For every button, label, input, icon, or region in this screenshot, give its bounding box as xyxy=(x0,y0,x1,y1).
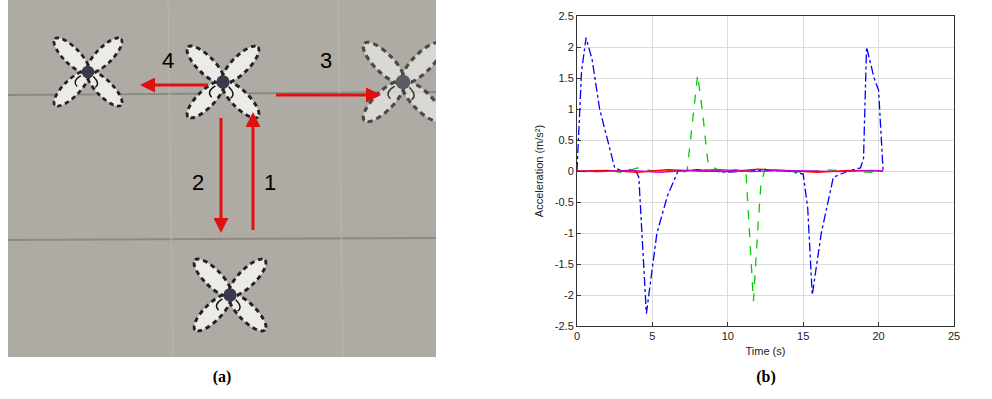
svg-text:1: 1 xyxy=(264,170,276,195)
svg-text:-0.5: -0.5 xyxy=(555,196,574,208)
svg-text:25: 25 xyxy=(948,330,960,342)
svg-text:2.5: 2.5 xyxy=(559,10,574,22)
svg-text:3: 3 xyxy=(320,48,332,73)
html-text:(a): (a) xyxy=(212,368,232,385)
svg-text:-1: -1 xyxy=(564,227,574,239)
html-text:(b): (b) xyxy=(756,368,776,385)
svg-text:10: 10 xyxy=(722,330,734,342)
svg-text:15: 15 xyxy=(797,330,809,342)
svg-text:2: 2 xyxy=(192,170,204,195)
svg-text:Acceleration (m/s²): Acceleration (m/s²) xyxy=(533,125,545,217)
svg-text:0.5: 0.5 xyxy=(559,134,574,146)
svg-text:-2: -2 xyxy=(564,289,574,301)
svg-text:0: 0 xyxy=(568,165,574,177)
svg-text:4: 4 xyxy=(162,48,174,73)
svg-text:2: 2 xyxy=(568,41,574,53)
svg-text:-2.5: -2.5 xyxy=(555,320,574,332)
svg-text:Time (s): Time (s) xyxy=(746,345,786,357)
svg-text:20: 20 xyxy=(872,330,884,342)
svg-text:0: 0 xyxy=(574,330,580,342)
svg-text:-1.5: -1.5 xyxy=(555,258,574,270)
svg-text:5: 5 xyxy=(649,330,655,342)
svg-text:1: 1 xyxy=(568,103,574,115)
svg-text:1.5: 1.5 xyxy=(559,72,574,84)
